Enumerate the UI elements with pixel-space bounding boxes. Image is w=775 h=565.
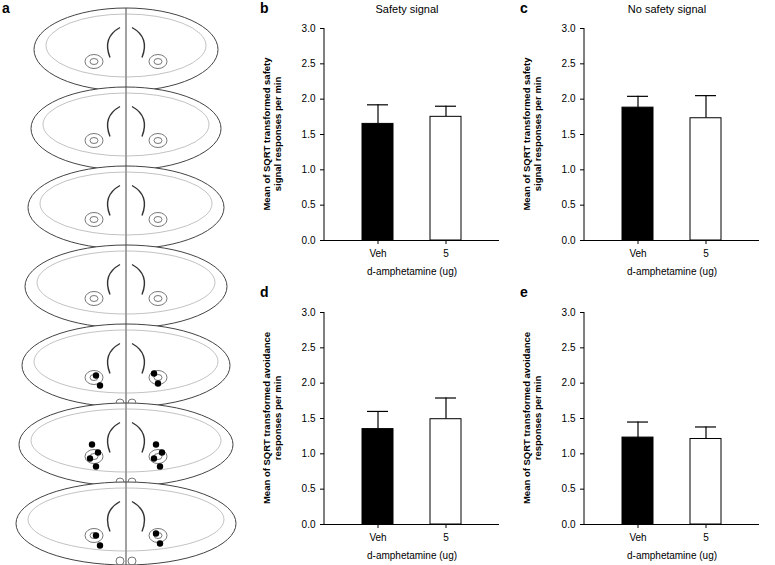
svg-text:Veh: Veh: [369, 532, 386, 543]
svg-text:0.0: 0.0: [302, 235, 316, 246]
svg-text:2.0: 2.0: [562, 93, 576, 104]
svg-text:0.0: 0.0: [562, 519, 576, 530]
svg-text:3.0: 3.0: [302, 307, 316, 318]
svg-text:1.5: 1.5: [562, 129, 576, 140]
svg-text:Mean of SQRT transformed safet: Mean of SQRT transformed safetysignal re…: [521, 57, 543, 211]
svg-text:1.5: 1.5: [302, 129, 316, 140]
svg-text:d-amphetamine (ug): d-amphetamine (ug): [367, 266, 457, 277]
svg-text:3.0: 3.0: [302, 23, 316, 34]
svg-text:2.0: 2.0: [302, 93, 316, 104]
svg-text:d-amphetamine (ug): d-amphetamine (ug): [627, 266, 717, 277]
svg-text:1.0: 1.0: [562, 164, 576, 175]
svg-text:2.0: 2.0: [302, 377, 316, 388]
html-text:a: a: [2, 0, 10, 16]
svg-text:d-amphetamine (ug): d-amphetamine (ug): [627, 550, 717, 561]
svg-text:1.5: 1.5: [302, 413, 316, 424]
svg-text:0.5: 0.5: [562, 483, 576, 494]
svg-text:2.5: 2.5: [302, 58, 316, 69]
html-text:No safety signal: No safety signal: [627, 3, 707, 15]
svg-text:2.5: 2.5: [562, 58, 576, 69]
svg-text:Mean of SQRT transformed avoid: Mean of SQRT transformed avoidancerespon…: [261, 332, 283, 504]
svg-text:Veh: Veh: [629, 532, 646, 543]
svg-text:d-amphetamine (ug): d-amphetamine (ug): [367, 550, 457, 561]
svg-text:3.0: 3.0: [562, 307, 576, 318]
svg-text:2.5: 2.5: [562, 342, 576, 353]
svg-text:Mean of SQRT transformed safet: Mean of SQRT transformed safetysignal re…: [261, 57, 283, 211]
svg-text:0.5: 0.5: [562, 199, 576, 210]
svg-text:0.5: 0.5: [302, 199, 316, 210]
svg-text:5: 5: [703, 532, 709, 543]
svg-text:1.5: 1.5: [562, 413, 576, 424]
html-text:b: b: [260, 0, 269, 16]
svg-text:1.0: 1.0: [562, 448, 576, 459]
html-text:Safety signal: Safety signal: [375, 3, 439, 15]
svg-text:Mean of SQRT transformed avoid: Mean of SQRT transformed avoidancerespon…: [521, 332, 543, 504]
svg-text:3.0: 3.0: [562, 23, 576, 34]
svg-text:2.0: 2.0: [562, 377, 576, 388]
html-text:d: d: [260, 284, 269, 300]
svg-text:0.5: 0.5: [302, 483, 316, 494]
svg-text:1.0: 1.0: [302, 164, 316, 175]
svg-text:5: 5: [443, 532, 449, 543]
svg-text:5: 5: [443, 248, 449, 259]
svg-text:1.0: 1.0: [302, 448, 316, 459]
svg-text:Veh: Veh: [369, 248, 386, 259]
svg-text:2.5: 2.5: [302, 342, 316, 353]
svg-text:5: 5: [703, 248, 709, 259]
svg-text:Veh: Veh: [629, 248, 646, 259]
html-text:e: e: [520, 284, 528, 300]
html-text:c: c: [520, 0, 528, 16]
svg-text:0.0: 0.0: [562, 235, 576, 246]
svg-text:0.0: 0.0: [302, 519, 316, 530]
